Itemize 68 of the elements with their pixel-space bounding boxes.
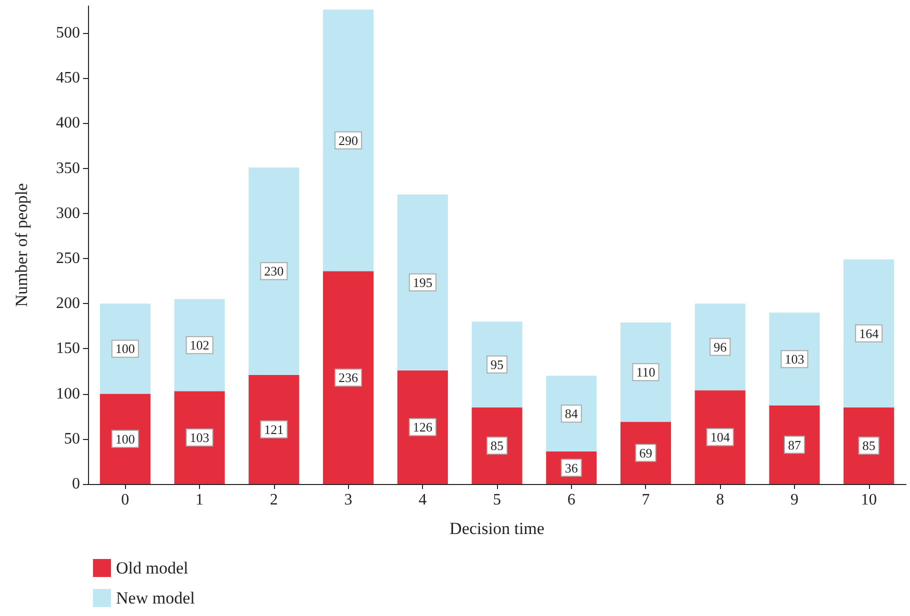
data-label: 102 <box>190 338 210 353</box>
bar <box>100 304 150 394</box>
bar <box>472 322 522 408</box>
bar <box>844 259 894 408</box>
bar <box>174 299 225 392</box>
data-label: 87 <box>788 437 802 452</box>
data-label: 103 <box>190 430 210 446</box>
bar <box>248 374 300 484</box>
y-tick-label: 150 <box>56 340 80 358</box>
x-tick-label: 6 <box>567 492 576 508</box>
bar <box>248 167 300 375</box>
y-tick-label: 300 <box>56 204 80 222</box>
y-tick-label: 200 <box>56 295 80 312</box>
data-label: 126 <box>412 420 433 435</box>
data-label: 236 <box>338 370 359 386</box>
data-label: 85 <box>490 438 504 454</box>
data-label: 84 <box>564 406 578 422</box>
bar <box>769 406 820 484</box>
data-label: 103 <box>784 352 804 367</box>
x-tick-label: 2 <box>270 492 278 508</box>
bar <box>322 10 374 272</box>
data-label: 95 <box>490 357 504 372</box>
data-label: 69 <box>639 445 652 460</box>
x-tick-label: 8 <box>716 492 724 508</box>
x-tick-label: 0 <box>121 492 130 508</box>
data-label: 290 <box>338 132 358 148</box>
y-tick-label: 50 <box>64 430 80 448</box>
x-tick-label: 5 <box>493 492 501 508</box>
x-tick-label: 9 <box>790 492 798 508</box>
y-tick-label: 400 <box>56 114 80 132</box>
data-label: 100 <box>115 341 135 356</box>
data-label: 195 <box>412 274 432 290</box>
bar <box>620 322 672 422</box>
bar <box>322 271 374 484</box>
x-tick-label: 1 <box>196 492 204 508</box>
y-tick-label: 500 <box>56 24 80 42</box>
y-tick-label: 450 <box>56 70 80 87</box>
y-axis-title: Number of people <box>12 183 31 307</box>
data-label: 110 <box>636 364 656 380</box>
legend-label: New model <box>116 588 196 608</box>
bar <box>397 370 448 484</box>
bar <box>769 312 820 406</box>
data-label: 96 <box>714 339 728 354</box>
x-tick-label: 4 <box>418 492 427 508</box>
y-tick-label: 100 <box>56 385 80 402</box>
x-axis-title: Decision time <box>450 519 544 538</box>
bar <box>546 376 597 452</box>
data-label: 36 <box>564 460 578 476</box>
data-label: 164 <box>859 326 880 341</box>
data-label: 230 <box>264 264 284 279</box>
x-tick-label: 10 <box>860 492 877 508</box>
legend-label: Old model <box>116 558 189 578</box>
x-tick-label: 7 <box>642 492 650 508</box>
data-label: 121 <box>264 422 284 437</box>
data-label: 104 <box>710 430 730 445</box>
x-tick-label: 3 <box>344 492 352 508</box>
data-label: 85 <box>862 438 876 454</box>
bar <box>844 407 894 484</box>
bar <box>472 407 522 484</box>
y-tick-label: 250 <box>56 250 80 268</box>
bar <box>100 394 150 484</box>
y-tick-label: 350 <box>56 160 80 177</box>
bar <box>174 391 225 484</box>
y-tick-label: 0 <box>72 476 80 492</box>
bar <box>397 194 448 370</box>
data-label: 100 <box>115 431 135 446</box>
bar <box>694 304 746 390</box>
bar <box>694 390 746 484</box>
